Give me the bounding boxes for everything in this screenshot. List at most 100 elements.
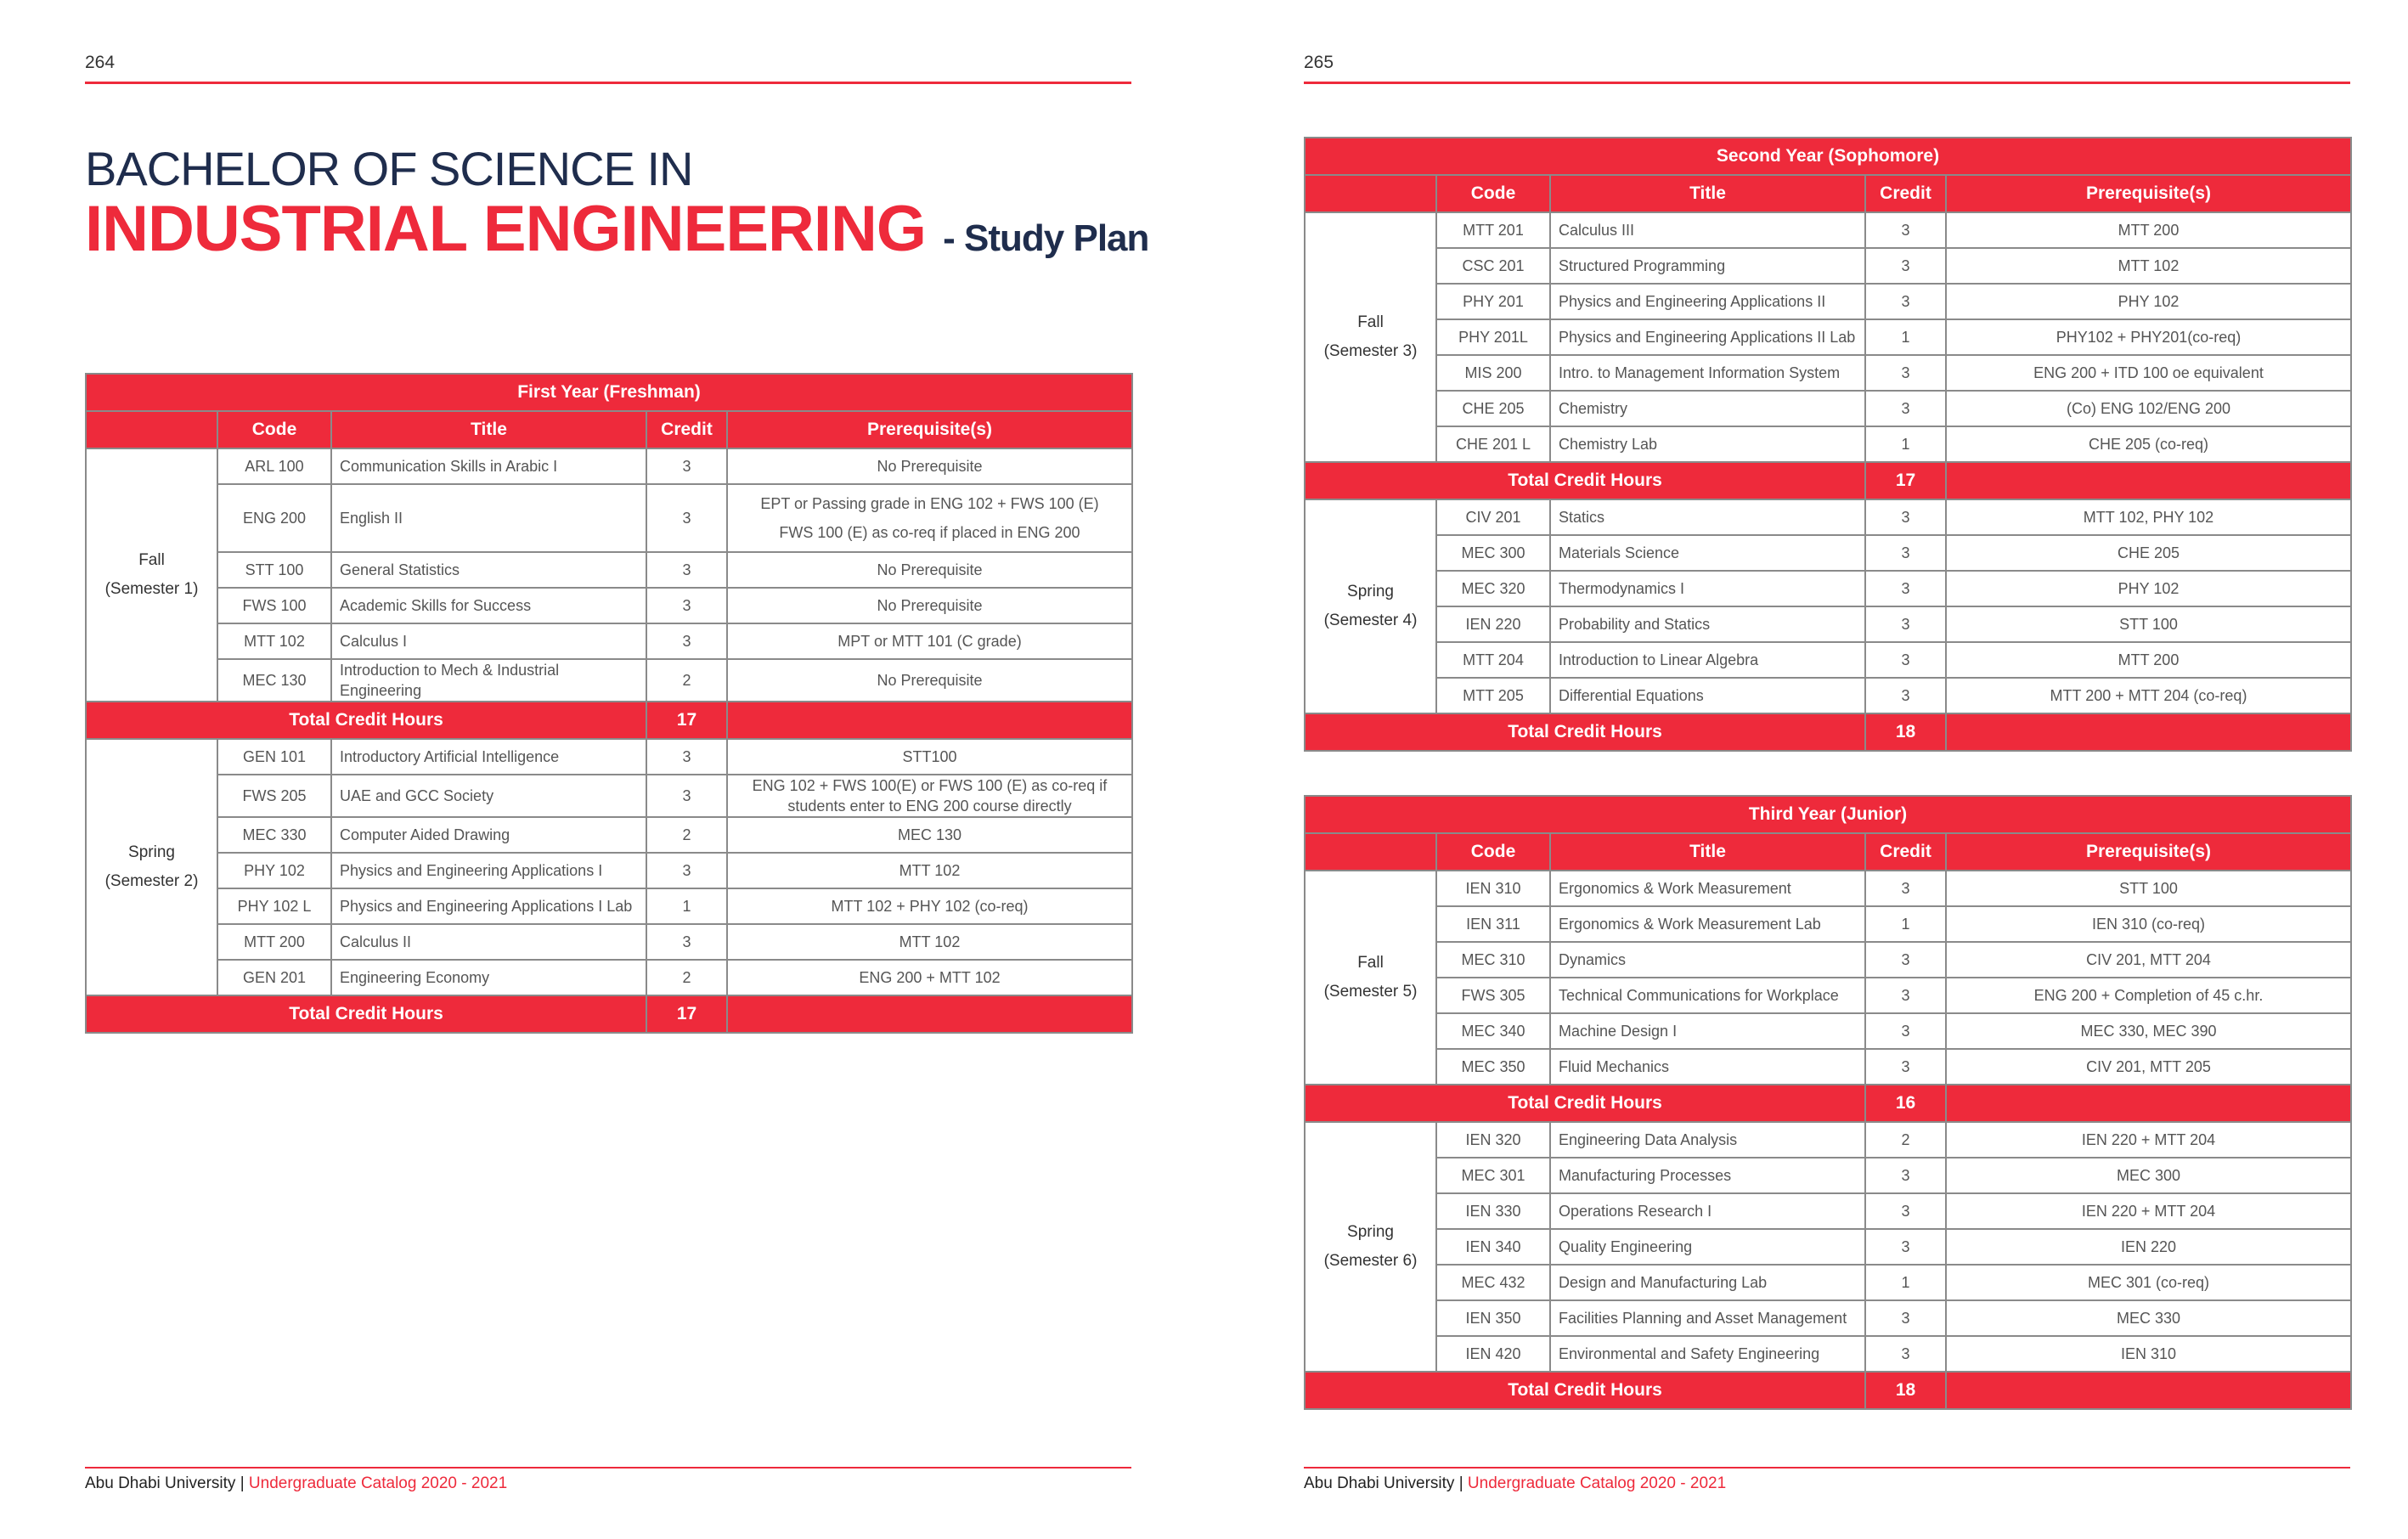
- column-header: Prerequisite(s): [726, 410, 1133, 449]
- heading-suffix: - Study Plan: [943, 217, 1149, 259]
- total-blank: [726, 995, 1133, 1034]
- prerequisite: MTT 102 + PHY 102 (co-req): [726, 888, 1133, 925]
- prerequisite: ENG 200 + ITD 100 oe equivalent: [1945, 354, 2352, 392]
- course-credit: 3: [1864, 977, 1947, 1014]
- course-title: General Statistics: [330, 551, 647, 589]
- prerequisite: IEN 310: [1944, 1335, 2353, 1373]
- course-title: Chemistry Lab: [1549, 426, 1866, 463]
- table-box: First Year (Freshman) Code Title Credit Prer…: [85, 373, 1133, 1034]
- course-credit: 3: [646, 551, 728, 589]
- course-title: Physics and Engineering Applications I: [330, 852, 647, 889]
- total-label: Total Credit Hours: [1304, 713, 1866, 752]
- course-code: CSC 201: [1435, 247, 1551, 285]
- course-row: MEC 310 Dynamics 3 CIV 201, MTT 204: [1305, 941, 2353, 978]
- title-row: Third Year (Junior): [1303, 795, 2353, 834]
- footer-sep: |: [1458, 1474, 1463, 1492]
- prerequisite: IEN 220 + MTT 204: [1944, 1121, 2353, 1158]
- semester-number: (Semester 6): [1323, 1252, 1418, 1270]
- course-row: MIS 200 Intro. to Management Information …: [1305, 354, 2352, 392]
- total-credits: 17: [1864, 461, 1947, 500]
- table-title: Second Year (Sophomore): [1304, 137, 2352, 176]
- course-row: Spring (Semester 4) CIV 201 Statics 3 MTT 102…: [1304, 499, 2352, 714]
- prerequisite: MTT 200: [1945, 641, 2352, 679]
- column-header: Title: [330, 410, 647, 449]
- course-code: CHE 201 L: [1435, 426, 1551, 463]
- course-code: FWS 305: [1435, 977, 1551, 1014]
- total-blank: [1944, 1371, 2353, 1410]
- course-title: Engineering Economy: [330, 959, 647, 996]
- total-label: Total Credit Hours: [1304, 1084, 1866, 1123]
- footer-catalog: Undergraduate Catalog 2020 - 2021: [248, 1474, 508, 1492]
- course-title: Introduction to Linear Algebra: [1549, 641, 1866, 679]
- column-header: Prerequisite(s): [1945, 174, 2352, 213]
- course-row: Fall (Semester 5) IEN 310 Ergonomics & Work…: [1304, 870, 2353, 1085]
- total-blank: [1945, 713, 2352, 752]
- course-title: Chemistry: [1549, 390, 1866, 427]
- course-title: Calculus III: [1549, 211, 1866, 249]
- course-title: Introductory Artificial Intelligence: [330, 738, 647, 775]
- course-row: MEC 320 Thermodynamics I 3 PHY 102: [1305, 570, 2352, 607]
- course-credit: 3: [1864, 641, 1947, 679]
- semester-name: Fall: [138, 551, 165, 569]
- course-credit: 3: [1864, 1335, 1947, 1373]
- total-credits: 17: [646, 995, 728, 1034]
- semester-cell: Fall (Semester 5): [1304, 870, 1437, 1085]
- footer: Abu Dhabi University | Undergraduate Cat…: [85, 1474, 507, 1493]
- table-title: First Year (Freshman): [85, 373, 1133, 412]
- semester-cell: Fall (Semester 3): [1304, 211, 1437, 463]
- prerequisite: IEN 220: [1944, 1228, 2353, 1266]
- course-title: Technical Communications for Workplace: [1549, 977, 1866, 1014]
- course-row: IEN 220 Probability and Statics 3 STT 100: [1305, 606, 2352, 643]
- semester-number: (Semester 2): [104, 872, 199, 890]
- prerequisite: IEN 220 + MTT 204: [1944, 1192, 2353, 1230]
- course-code: PHY 102: [217, 852, 332, 889]
- course-credit: 3: [1864, 354, 1947, 392]
- prerequisite: No Prerequisite: [726, 658, 1133, 702]
- prerequisite: ENG 200 + Completion of 45 c.hr.: [1944, 977, 2353, 1014]
- prerequisite: No Prerequisite: [726, 448, 1133, 485]
- course-credit: 3: [1864, 570, 1947, 607]
- header-blank: [85, 410, 218, 449]
- course-row: MTT 102 Calculus I 3 MPT or MTT 101 (C grad…: [86, 623, 1133, 660]
- course-credit: 3: [1864, 677, 1947, 714]
- course-row: CSC 201 Structured Programming 3 MTT 102: [1305, 247, 2352, 285]
- prerequisite: CHE 205: [1945, 534, 2352, 572]
- course-title: Structured Programming: [1549, 247, 1866, 285]
- course-row: PHY 102 Physics and Engineering Applicati…: [86, 852, 1133, 889]
- column-header: Code: [1435, 832, 1551, 871]
- course-code: CIV 201: [1435, 499, 1551, 536]
- column-header: Code: [1435, 174, 1551, 213]
- course-code: IEN 330: [1435, 1192, 1551, 1230]
- course-credit: 2: [646, 816, 728, 854]
- course-credit: 3: [646, 623, 728, 660]
- course-credit: 3: [1864, 1012, 1947, 1050]
- prerequisite: (Co) ENG 102/ENG 200: [1945, 390, 2352, 427]
- course-credit: 2: [646, 658, 728, 702]
- course-title: English II: [330, 483, 647, 553]
- prerequisite: ENG 102 + FWS 100(E) or FWS 100 (E) as c…: [726, 774, 1133, 818]
- footer-org: Abu Dhabi University: [1304, 1474, 1455, 1492]
- prerequisite: MTT 102, PHY 102: [1945, 499, 2352, 536]
- course-code: IEN 320: [1435, 1121, 1551, 1158]
- course-row: PHY 201 Physics and Engineering Applicati…: [1305, 283, 2352, 320]
- total-credits: 18: [1864, 713, 1947, 752]
- prerequisite: PHY 102: [1945, 283, 2352, 320]
- course-row: IEN 420 Environmental and Safety Engineer…: [1305, 1335, 2353, 1373]
- prerequisite: CIV 201, MTT 204: [1944, 941, 2353, 978]
- course-credit: 3: [1864, 534, 1947, 572]
- course-row: MEC 330 Computer Aided Drawing 2 MEC 130: [86, 816, 1133, 854]
- course-code: STT 100: [217, 551, 332, 589]
- course-title: Physics and Engineering Applications II …: [1549, 319, 1866, 356]
- course-credit: 1: [1864, 319, 1947, 356]
- header-rule: [1304, 82, 2350, 84]
- header-blank: [1304, 832, 1437, 871]
- total-row: Total Credit Hours 17: [85, 995, 1133, 1034]
- course-row: IEN 340 Quality Engineering 3 IEN 220: [1305, 1228, 2353, 1266]
- semester-name: Spring: [1347, 1223, 1394, 1241]
- footer-rule: [1304, 1467, 2350, 1469]
- semester-cell: Spring (Semester 6): [1304, 1121, 1437, 1373]
- prerequisite-line: FWS 100 (E) as co-req if placed in ENG 2…: [779, 524, 1080, 541]
- prerequisite: MEC 330: [1944, 1299, 2353, 1337]
- course-code: IEN 340: [1435, 1228, 1551, 1266]
